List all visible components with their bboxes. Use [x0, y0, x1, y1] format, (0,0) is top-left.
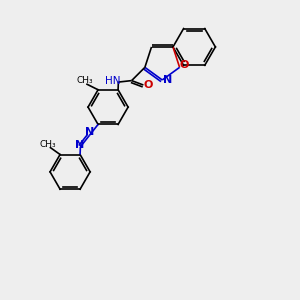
Text: O: O — [143, 80, 152, 90]
Text: N: N — [75, 140, 84, 150]
Text: N: N — [85, 127, 95, 137]
Text: CH₃: CH₃ — [40, 140, 57, 149]
Text: CH₃: CH₃ — [76, 76, 93, 85]
Text: O: O — [179, 60, 189, 70]
Text: HN: HN — [105, 76, 121, 85]
Text: N: N — [163, 75, 172, 85]
